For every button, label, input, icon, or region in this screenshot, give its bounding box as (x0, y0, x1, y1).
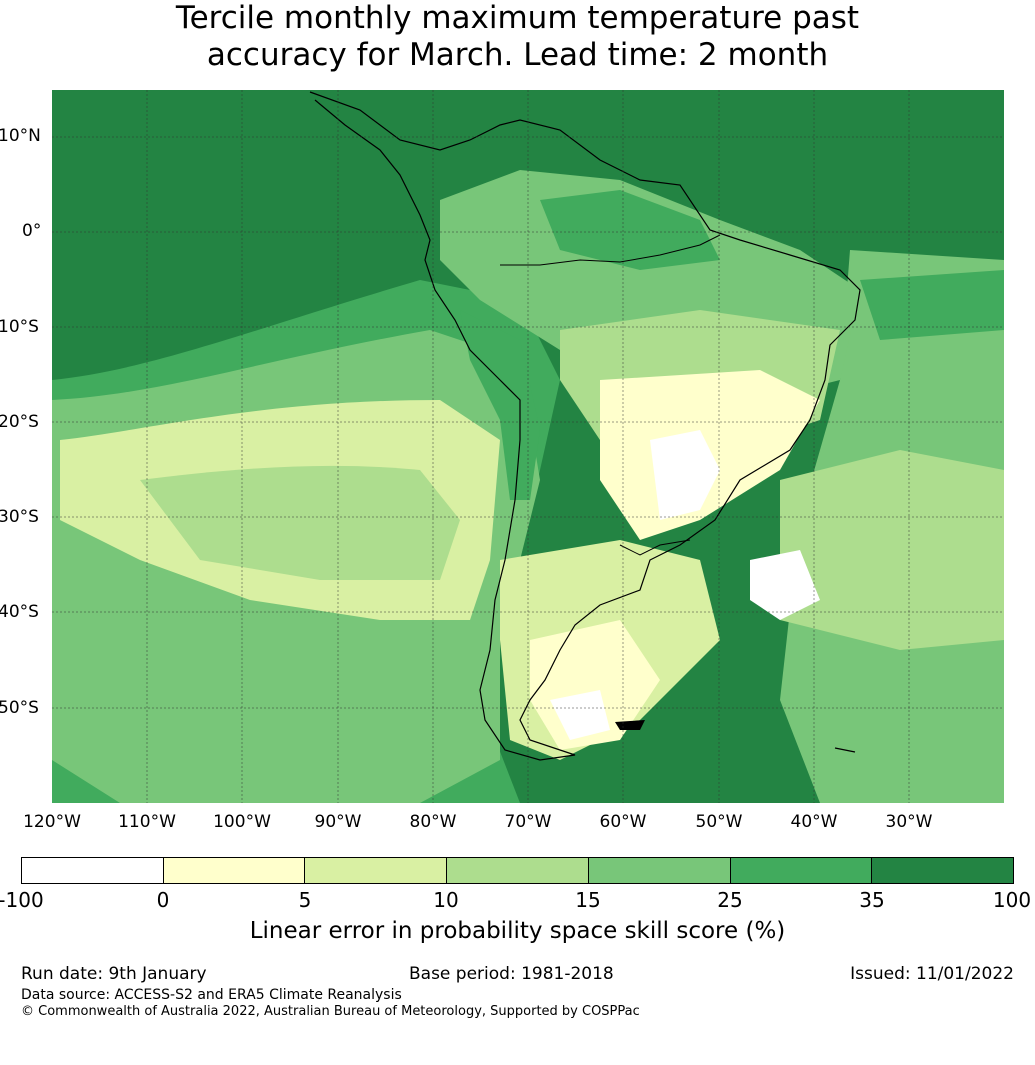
lon-label-100w: 100°W (213, 812, 271, 832)
issued-date: Issued: 11/01/2022 (850, 964, 1014, 984)
lat-label-30s: 30°S (0, 507, 39, 527)
rio-de-la-plata (619, 539, 691, 556)
colorbar-tick-neg100: -100 (0, 888, 44, 912)
colorbar-segment-0-5 (163, 858, 306, 883)
lat-label-0: 0° (22, 221, 42, 241)
colorbar-segment-5-10 (305, 858, 448, 883)
title-line-1: Tercile monthly maximum temperature past (175, 0, 860, 36)
lon-label-120w: 120°W (23, 812, 81, 832)
colorbar-segment-10-15 (447, 858, 589, 883)
skill-score-map (52, 90, 1004, 803)
colorbar-segment-neg (22, 858, 164, 883)
band-25-35-atlantic (860, 270, 1004, 340)
copyright: © Commonwealth of Australia 2022, Austra… (21, 1004, 640, 1019)
band-25-35-amazon (540, 190, 720, 270)
colorbar (21, 857, 1014, 884)
run-date: Run date: 9th January (21, 964, 207, 984)
colorbar-tick-10: 10 (433, 888, 459, 912)
title-line-2: accuracy for March. Lead time: 2 month (206, 37, 829, 73)
lat-label-10n: 10°N (0, 126, 41, 146)
lat-label-40s: 40°S (0, 602, 39, 622)
south-georgia (834, 747, 856, 753)
lon-label-70w: 70°W (504, 812, 552, 832)
colorbar-tick-15: 15 (575, 888, 601, 912)
colorbar-tick-5: 5 (298, 888, 312, 912)
lon-label-110w: 110°W (118, 812, 176, 832)
lon-label-90w: 90°W (314, 812, 362, 832)
lon-label-50w: 50°W (695, 812, 743, 832)
colorbar-label: Linear error in probability space skill … (249, 918, 786, 944)
lat-label-20s: 20°S (0, 412, 39, 432)
colorbar-segment-15-25 (588, 858, 731, 883)
gridlines (52, 90, 1004, 803)
lat-label-10s: 10°S (0, 317, 39, 337)
lat-label-50s: 50°S (0, 698, 39, 718)
amazon-river (500, 234, 721, 266)
colorbar-segment-35-100 (872, 858, 1014, 883)
band-neg-brazil (650, 430, 720, 520)
coastline (309, 91, 861, 761)
band-neg-patagonia (550, 690, 610, 740)
band-10-15-ocean (140, 465, 460, 580)
band-neg-atlantic (750, 550, 820, 620)
band-25-35-andes (460, 310, 540, 500)
lon-label-80w: 80°W (409, 812, 457, 832)
lon-label-40w: 40°W (790, 812, 838, 832)
band-10-15-atlantic (780, 450, 1004, 650)
lon-label-30w: 30°W (885, 812, 933, 832)
map-title: Tercile monthly maximum temperature past… (0, 0, 1035, 74)
colorbar-segment-25-35 (730, 858, 873, 883)
colorbar-tick-0: 0 (156, 888, 170, 912)
colorbar-tick-35: 35 (859, 888, 885, 912)
falkland-islands (615, 720, 645, 730)
colorbar-tick-100: 100 (992, 888, 1032, 912)
colorbar-tick-25: 25 (717, 888, 743, 912)
lon-label-60w: 60°W (599, 812, 647, 832)
data-source: Data source: ACCESS-S2 and ERA5 Climate … (21, 987, 402, 1003)
base-period: Base period: 1981-2018 (409, 964, 614, 984)
